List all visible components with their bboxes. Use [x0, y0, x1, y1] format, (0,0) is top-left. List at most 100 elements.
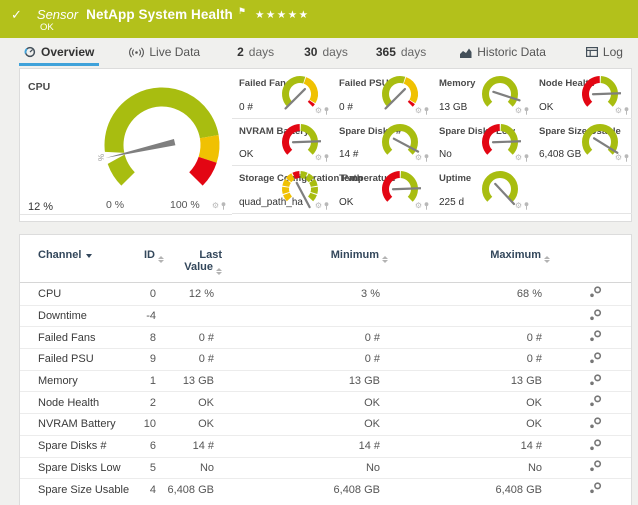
sort-icon [382, 256, 388, 263]
tile-gauge [379, 73, 421, 115]
tab-30-days-number: 30 [304, 45, 318, 59]
tile-gauge [479, 121, 522, 163]
pin-icon[interactable] [524, 154, 529, 162]
table-row[interactable]: Spare Size Usable 4 6,408 GB 6,408 GB 6,… [20, 478, 631, 500]
tile-gauge [379, 121, 421, 163]
tile-gauge [379, 168, 422, 210]
tab-log[interactable]: Log [581, 41, 628, 66]
cell-channel: CPU [38, 287, 62, 300]
tab-365-days[interactable]: 365 days [371, 41, 431, 66]
log-table-icon [585, 47, 598, 57]
wrench-icon[interactable] [589, 373, 602, 386]
tab-log-label: Log [602, 45, 623, 59]
table-row[interactable]: Failed PSU 9 0 # 0 # 0 # [20, 348, 631, 370]
tile-gauge [479, 168, 521, 210]
cell-channel: Failed Fans [38, 331, 96, 344]
gear-icon[interactable]: ⚙ [614, 153, 622, 162]
wrench-icon[interactable] [589, 460, 602, 472]
wrench-icon[interactable] [589, 286, 602, 298]
wrench-icon[interactable] [589, 308, 602, 321]
wrench-icon[interactable] [589, 417, 602, 429]
gauge-max-label: 100 % [170, 199, 200, 211]
gear-icon[interactable]: ⚙ [314, 153, 322, 162]
tile-value: 6,408 GB [539, 149, 582, 160]
table-row[interactable]: Failed Fans 8 0 # 0 # 0 # [20, 326, 631, 348]
pin-icon[interactable] [624, 107, 629, 115]
cell-last-value: 0 # [198, 331, 214, 344]
pin-icon[interactable] [624, 154, 629, 162]
pin-icon[interactable] [524, 107, 529, 115]
table-row[interactable]: Spare Disks Low 5 No No No [20, 456, 631, 479]
table-row[interactable]: Spare Disks # 6 14 # 14 # 14 # [20, 434, 631, 457]
cell-maximum: OK [526, 418, 542, 431]
gear-icon[interactable]: ⚙ [514, 153, 522, 162]
tile-title: Temperature [339, 173, 396, 184]
tile-value: 225 d [439, 197, 465, 208]
tab-2-days[interactable]: 2 days [232, 41, 279, 66]
cell-channel: NVRAM Battery [38, 418, 116, 431]
tab-live-data[interactable]: Live Data [124, 41, 205, 66]
cpu-gauge: % [96, 81, 228, 193]
tile-actions: ⚙ [515, 154, 529, 162]
sensor-status-badge: OK [40, 22, 54, 33]
tab-historic-data[interactable]: Historic Data [455, 41, 551, 66]
tile-actions: ⚙ [315, 202, 329, 210]
gauge-tile: Memory 13 GB ⚙ [432, 71, 532, 119]
tab-live-data-label: Live Data [149, 45, 201, 59]
pin-icon[interactable] [424, 154, 429, 162]
column-header-last-value[interactable]: Last Value [184, 249, 222, 275]
priority-stars[interactable]: ★★★★★ [254, 9, 310, 21]
tab-overview[interactable]: Overview [19, 41, 100, 66]
pin-icon[interactable] [324, 154, 329, 162]
pin-icon[interactable] [221, 202, 226, 210]
gear-icon[interactable]: ⚙ [314, 106, 322, 115]
gear-icon[interactable]: ⚙ [314, 201, 322, 210]
column-header-minimum[interactable]: Minimum [222, 249, 388, 263]
cell-last-value: 14 # [192, 440, 214, 453]
table-row[interactable]: CPU 0 12 % 3 % 68 % [20, 283, 631, 305]
table-row[interactable]: NVRAM Battery 10 OK OK OK [20, 413, 631, 435]
wrench-icon[interactable] [589, 330, 602, 342]
pin-icon[interactable] [324, 107, 329, 115]
tab-bar: Overview Live Data 2 days 30 days 365 da… [0, 38, 638, 66]
pin-icon[interactable] [424, 202, 429, 210]
tab-30-days[interactable]: 30 days [299, 41, 353, 66]
tile-title: Spare Disks Low [439, 126, 516, 137]
wrench-icon[interactable] [589, 395, 602, 407]
live-signal-icon [129, 46, 145, 58]
tile-value: 14 # [339, 149, 359, 160]
wrench-icon[interactable] [589, 352, 602, 364]
column-header-maximum[interactable]: Maximum [388, 249, 550, 263]
column-header-id[interactable]: ID [127, 249, 164, 263]
table-row[interactable]: Downtime -4 [20, 304, 631, 327]
wrench-icon[interactable] [589, 439, 602, 451]
gear-icon[interactable]: ⚙ [514, 201, 522, 210]
pin-icon[interactable] [524, 202, 529, 210]
table-row[interactable]: Memory 1 13 GB 13 GB 13 GB [20, 369, 631, 392]
gear-icon[interactable]: ⚙ [614, 106, 622, 115]
gear-icon[interactable]: ⚙ [414, 153, 422, 162]
gauge-tile: Failed PSU 0 # ⚙ [332, 71, 432, 119]
cell-minimum: 14 # [358, 440, 380, 453]
gauge-tile: Spare Disks # 14 # ⚙ [332, 119, 432, 166]
pin-icon[interactable] [324, 202, 329, 210]
table-row[interactable]: Node Health 2 OK OK OK [20, 391, 631, 413]
column-header-channel[interactable]: Channel [38, 249, 127, 261]
cell-maximum: No [527, 461, 542, 474]
flag-icon[interactable]: ⚑ [237, 6, 246, 16]
cell-channel: Spare Disks Low [38, 461, 121, 474]
gear-icon[interactable]: ⚙ [414, 106, 422, 115]
gauge-tile: Spare Disks Low No ⚙ [432, 119, 532, 166]
tile-title: Uptime [439, 173, 472, 184]
gear-icon[interactable]: ⚙ [414, 201, 422, 210]
cell-id: 9 [149, 353, 156, 366]
gear-icon[interactable]: ⚙ [514, 106, 522, 115]
cell-channel: Memory [38, 375, 78, 388]
gear-icon[interactable]: ⚙ [211, 201, 219, 210]
svg-text:%: % [97, 154, 106, 161]
tab-2-days-number: 2 [237, 45, 244, 59]
wrench-icon[interactable] [589, 482, 602, 494]
cell-last-value: 6,408 GB [167, 483, 214, 496]
cpu-gauge-tile: CPU % 0 % 100 % 12 % ⚙ [20, 69, 232, 215]
pin-icon[interactable] [424, 107, 429, 115]
